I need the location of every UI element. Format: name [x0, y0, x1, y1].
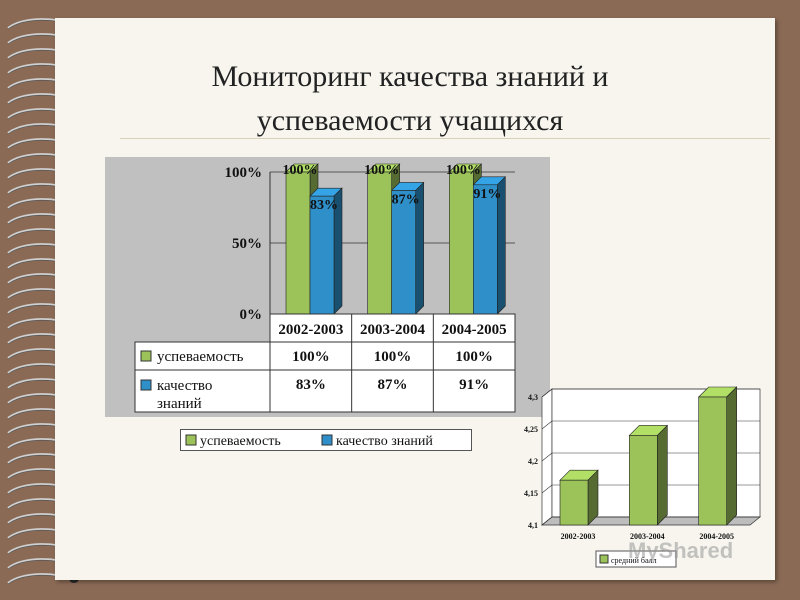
- chart2-grid-diag: [541, 420, 553, 430]
- chart2-legend-box: [595, 550, 677, 568]
- chart2-x-tick-label: 2002-2003: [561, 532, 596, 541]
- slide-title: Мониторинг качества знаний и успеваемост…: [130, 55, 690, 143]
- data-label: 91%: [473, 187, 501, 202]
- x-category-label: 2003-2004: [360, 322, 425, 338]
- legend-swatch-series1: [185, 434, 197, 446]
- table-row-label: знаний: [157, 396, 202, 412]
- chart2-y-tick-label: 4,15: [524, 489, 538, 498]
- table-row-label: успеваемость: [157, 349, 244, 365]
- title-divider: [120, 138, 770, 139]
- x-category-label: 2002-2003: [278, 322, 343, 338]
- chart2-grid-diag: [541, 388, 553, 398]
- legend-swatch-series2: [321, 434, 333, 446]
- chart2-legend-swatch: [599, 554, 609, 564]
- data-label: 83%: [310, 198, 338, 213]
- table-swatch-series2: [140, 379, 152, 391]
- y-tick-label: 0%: [240, 307, 263, 323]
- legend-label-series1: успеваемость: [200, 434, 281, 449]
- table-cell: 100%: [374, 349, 412, 365]
- chart2-y-tick-label: 4,3: [528, 393, 538, 402]
- chart2-x-tick-label: 2004-2005: [699, 532, 734, 541]
- bar-series2: [390, 181, 425, 315]
- data-table-body: [134, 341, 516, 413]
- table-cell: 100%: [292, 349, 330, 365]
- data-label: 100%: [364, 163, 399, 178]
- table-cell: 100%: [455, 349, 493, 365]
- chart2-legend-label: средний балл: [611, 556, 657, 565]
- y-tick-label: 50%: [232, 236, 262, 252]
- watermark-text: MyShared: [628, 538, 734, 563]
- table-cell: 87%: [378, 377, 408, 393]
- title-line-2: успеваемости учащихся: [256, 104, 564, 137]
- average-score-chart: 4,1 4,15 4,2 4,25 4,3 2002-2003 2003-2004 2004…: [524, 386, 761, 568]
- y-tick-label: 100%: [225, 165, 263, 181]
- chart2-bar: [697, 386, 738, 526]
- x-category-label: 2004-2005: [442, 322, 507, 338]
- legend-label-series2: качество знаний: [336, 434, 433, 449]
- data-label: 100%: [283, 163, 318, 178]
- data-label: 87%: [392, 192, 420, 207]
- chart2-grid-diag: [541, 484, 553, 494]
- chart2-x-tick-label: 2003-2004: [630, 532, 665, 541]
- chart2-bar: [628, 424, 669, 526]
- data-label: 100%: [446, 163, 481, 178]
- chart2-y-tick-label: 4,25: [524, 425, 538, 434]
- chart2-y-tick-label: 4,2: [528, 457, 538, 466]
- chart2-grid-diag: [541, 452, 553, 462]
- chart2-y-tick-label: 4,1: [528, 521, 538, 530]
- chart2-bar: [559, 469, 599, 526]
- bar-series2: [309, 187, 343, 315]
- title-line-1: Мониторинг качества знаний и: [211, 60, 609, 93]
- knowledge-quality-chart: 0% 50% 100% 100% 83% 100% 87% 100% 91% 2002-200…: [105, 157, 550, 417]
- table-cell: 83%: [296, 377, 326, 393]
- table-cell: 91%: [459, 377, 489, 393]
- chart1-legend: успеваемость качество знаний: [180, 429, 472, 451]
- chart2-grid-diag: [541, 516, 553, 526]
- table-swatch-series1: [140, 350, 152, 362]
- bar-series2: [472, 176, 507, 315]
- table-row-label: качество: [157, 378, 212, 394]
